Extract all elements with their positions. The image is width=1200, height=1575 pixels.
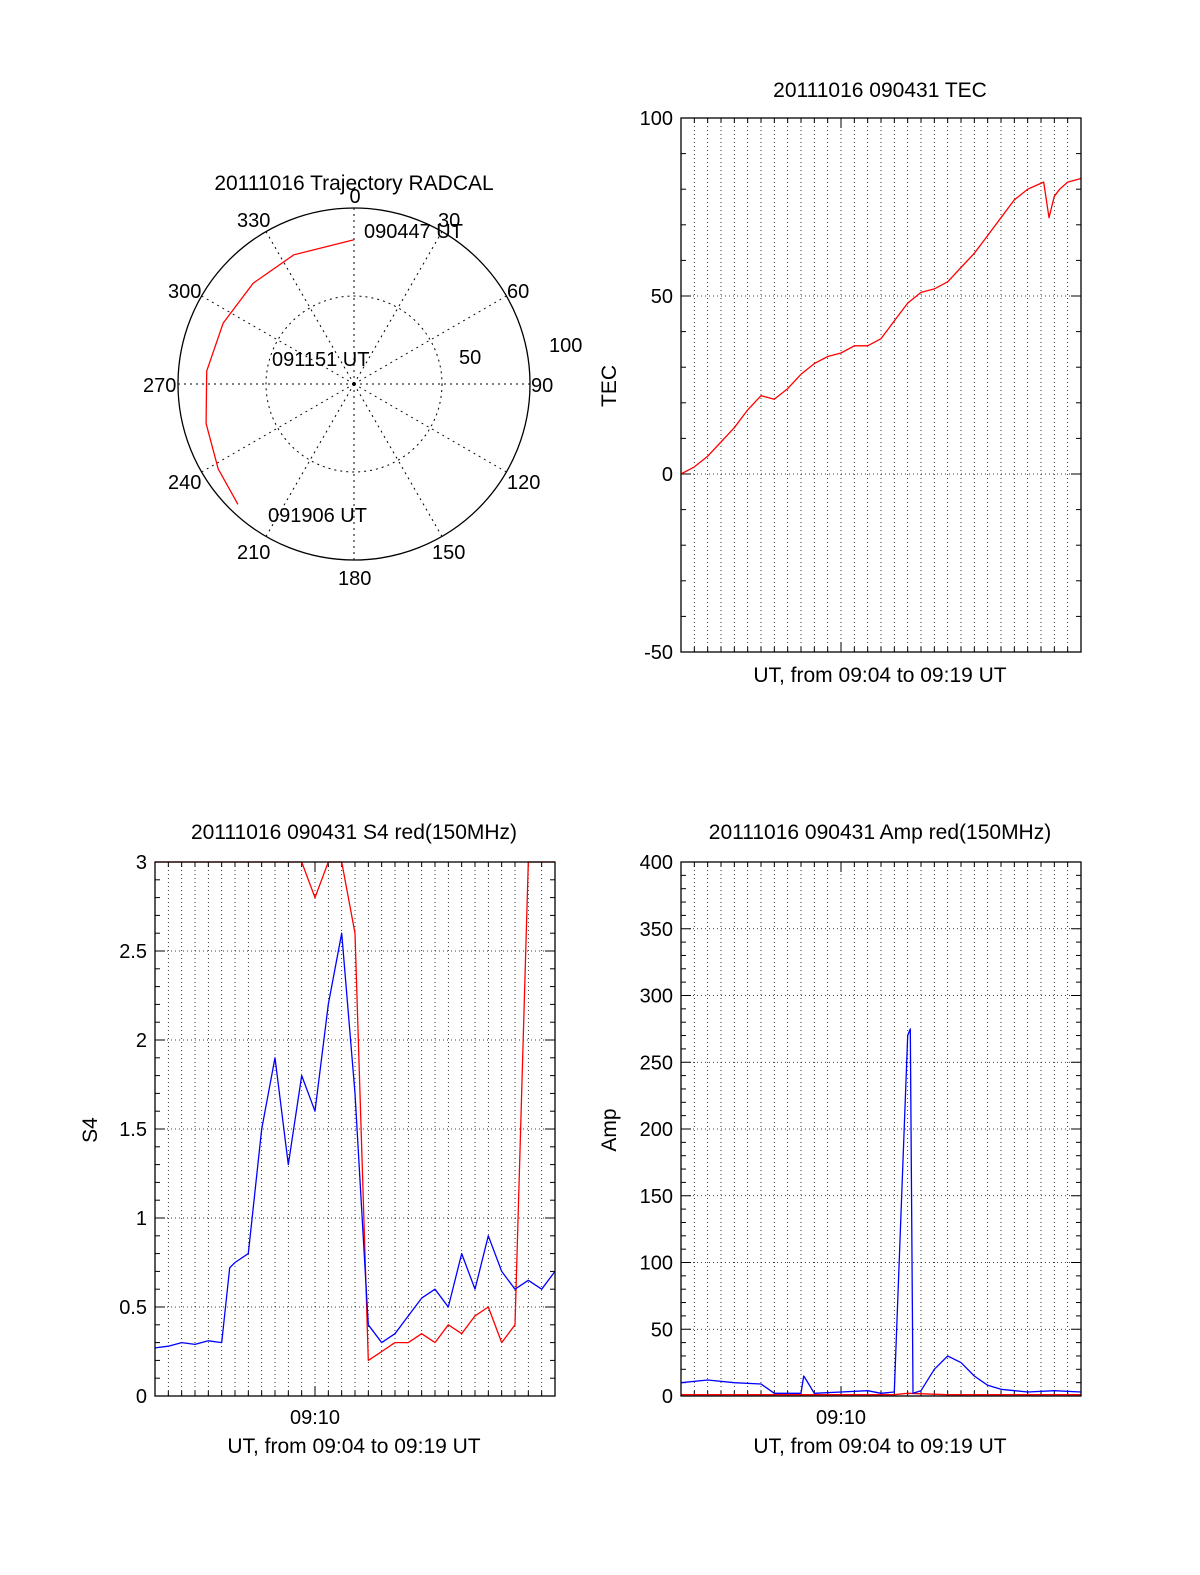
polar-azimuth-label: 120	[507, 472, 540, 494]
y-tick-label: 200	[640, 1119, 673, 1141]
amp-plot: 20111016 090431 Amp red(150MHz) Amp UT, …	[598, 821, 1082, 1458]
polar-trajectory-plot: 20111016 Trajectory RADCAL 0 30 60 90 120 150…	[143, 172, 582, 590]
tec-xlabel: UT, from 09:04 to 09:19 UT	[753, 664, 1006, 687]
y-tick-label: 400	[640, 852, 673, 874]
plot-frame	[680, 861, 1082, 1397]
y-tick-label: 150	[640, 1186, 673, 1208]
trajectory-line	[205, 239, 355, 505]
polar-azimuth-label: 240	[168, 472, 201, 494]
amp-ylabel: Amp	[598, 1108, 621, 1151]
y-tick-label: 350	[640, 919, 673, 941]
s4-xlabel: UT, from 09:04 to 09:19 UT	[227, 1435, 480, 1458]
polar-azimuth-label: 0	[349, 186, 360, 208]
polar-azimuth-label: 210	[237, 542, 270, 564]
y-tick-label: 0	[662, 464, 673, 486]
y-tick-label: 300	[640, 986, 673, 1008]
polar-azimuth-label: 90	[531, 375, 553, 397]
series-line-0	[680, 177, 1082, 475]
tec-plot: 20111016 090431 TEC TEC UT, from 09:04 t…	[598, 79, 1082, 687]
y-tick-label: 2.5	[119, 941, 147, 963]
polar-radius-labels: 50 100	[459, 335, 582, 369]
y-tick-label: 1	[136, 1208, 147, 1230]
y-tick-label: 0.5	[119, 1297, 147, 1319]
plot-frame	[154, 861, 556, 1397]
polar-azimuth-labels: 0 30 60 90 120 150 180 210 240 270 300 330	[143, 186, 553, 590]
y-tick-label: 100	[640, 1253, 673, 1275]
polar-radius-label: 50	[459, 347, 481, 369]
tec-title: 20111016 090431 TEC	[773, 79, 987, 102]
trajectory-end-label: 091906 UT	[268, 505, 367, 527]
s4-ylabel: S4	[79, 1117, 102, 1143]
x-tick-label: 09:10	[816, 1407, 866, 1429]
polar-inner-ring	[265, 295, 443, 473]
trajectory-mid-label: 091151 UT	[272, 349, 369, 371]
y-tick-label: 0	[662, 1386, 673, 1408]
polar-azimuth-label: 270	[143, 375, 176, 397]
y-tick-label: 250	[640, 1052, 673, 1074]
amp-xlabel: UT, from 09:04 to 09:19 UT	[753, 1435, 1006, 1458]
polar-azimuth-label: 180	[338, 568, 371, 590]
polar-azimuth-label: 30	[438, 210, 460, 232]
x-tick-label: 09:10	[290, 1407, 340, 1429]
y-tick-label: 50	[651, 1319, 673, 1341]
y-tick-label: 3	[136, 852, 147, 874]
y-tick-label: 1.5	[119, 1119, 147, 1141]
polar-grid	[177, 207, 531, 561]
s4-plot: 20111016 090431 S4 red(150MHz) S4 UT, fr…	[79, 821, 556, 1458]
s4-title: 20111016 090431 S4 red(150MHz)	[191, 821, 517, 844]
polar-azimuth-label: 330	[237, 210, 270, 232]
y-tick-label: 2	[136, 1030, 147, 1052]
polar-azimuth-label: 150	[432, 542, 465, 564]
y-tick-label: -50	[644, 642, 673, 664]
polar-spoke	[353, 383, 507, 473]
series-line-1	[154, 932, 556, 1349]
polar-title: 20111016 Trajectory RADCAL	[214, 172, 493, 195]
y-tick-label: 50	[651, 286, 673, 308]
trajectory-start-label: 090447 UT	[364, 221, 463, 243]
series-line-0	[155, 861, 555, 1362]
plot-frame	[680, 117, 1082, 653]
y-tick-label: 0	[136, 1386, 147, 1408]
series-line-1	[680, 1028, 1082, 1394]
polar-azimuth-label: 300	[168, 281, 201, 303]
y-tick-label: 100	[640, 108, 673, 130]
amp-title: 20111016 090431 Amp red(150MHz)	[709, 821, 1051, 844]
tec-ylabel: TEC	[598, 365, 621, 407]
series-line-0	[681, 1392, 1081, 1396]
polar-azimuth-label: 60	[507, 281, 529, 303]
polar-radius-label: 100	[549, 335, 582, 357]
